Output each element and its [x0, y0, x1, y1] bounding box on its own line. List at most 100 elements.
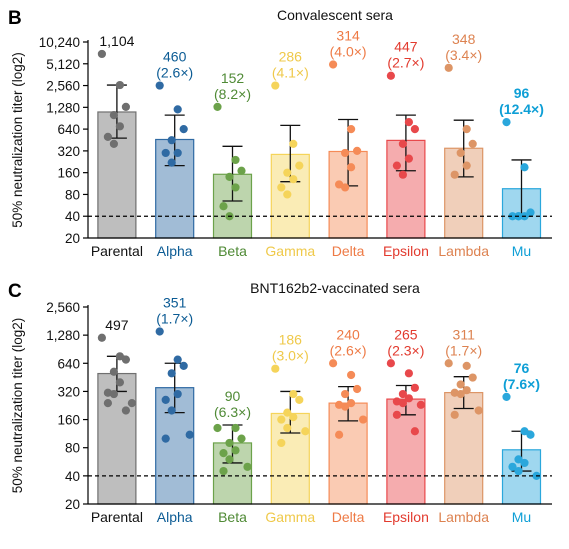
data-point	[115, 352, 124, 361]
data-point	[277, 438, 286, 448]
data-point	[109, 110, 118, 120]
data-point	[341, 148, 350, 158]
data-point	[398, 139, 407, 148]
value-label: 240	[336, 326, 360, 342]
data-point	[474, 406, 483, 415]
bar-lambda	[444, 391, 484, 505]
data-point	[502, 392, 511, 401]
x-tick-label: Gamma	[265, 243, 315, 259]
data-point	[410, 125, 419, 134]
y-tick-label: 2,560	[46, 79, 80, 94]
y-tick-label: 2,560	[46, 300, 80, 315]
y-tick-label: 10,240	[39, 35, 80, 50]
fold-change-label: (4.0×)	[330, 44, 367, 60]
data-point	[121, 102, 130, 111]
data-point	[97, 49, 106, 59]
fold-change-label: (3.0×)	[272, 348, 309, 364]
data-point	[219, 466, 228, 476]
data-point	[502, 118, 511, 127]
data-point	[155, 327, 164, 336]
data-point	[289, 139, 298, 148]
data-point	[103, 132, 112, 141]
data-point	[386, 359, 395, 368]
data-point	[404, 154, 413, 163]
data-point	[450, 170, 459, 179]
data-point	[219, 202, 228, 211]
data-point	[508, 212, 517, 221]
y-tick-label: 80	[65, 187, 80, 202]
value-label: 76	[514, 360, 530, 376]
y-tick-label: 320	[57, 384, 80, 399]
data-point	[508, 462, 517, 471]
data-point	[121, 406, 130, 415]
data-point	[283, 423, 292, 433]
data-point	[231, 155, 240, 165]
data-point	[161, 395, 170, 404]
data-point	[329, 60, 338, 69]
data-point	[520, 458, 529, 468]
data-point	[179, 361, 188, 371]
value-label: 1,104	[99, 33, 134, 49]
y-tick-label: 40	[65, 469, 80, 484]
fold-change-label: (1.7×)	[445, 342, 482, 358]
data-point	[185, 430, 194, 439]
chart-title: Convalescent sera	[277, 7, 393, 23]
value-label: 265	[394, 326, 418, 342]
x-tick-label: Parental	[91, 243, 143, 259]
data-point	[115, 378, 124, 387]
data-point	[127, 399, 136, 408]
data-point	[271, 364, 280, 373]
data-point	[404, 394, 413, 403]
data-point	[109, 367, 118, 376]
y-tick-label: 1,280	[46, 100, 80, 115]
data-point	[347, 399, 356, 408]
data-point	[289, 413, 298, 422]
x-tick-label: Lambda	[438, 509, 489, 525]
data-point	[167, 406, 176, 415]
data-point	[456, 148, 465, 158]
data-point	[526, 208, 535, 217]
data-point	[277, 415, 286, 424]
data-point	[520, 163, 529, 172]
x-tick-label: Alpha	[157, 509, 193, 525]
value-label: 314	[336, 28, 360, 44]
y-tick-label: 160	[57, 166, 80, 181]
data-point	[353, 146, 362, 155]
x-tick-label: Gamma	[265, 509, 315, 525]
data-point	[404, 369, 413, 378]
chart-title: BNT162b2-vaccinated sera	[250, 280, 420, 296]
data-point	[109, 139, 118, 148]
fold-change-label: (3.4×)	[445, 47, 482, 63]
x-tick-label: Alpha	[157, 243, 193, 259]
x-tick-label: Mu	[512, 509, 531, 525]
data-point	[347, 125, 356, 134]
data-point	[231, 446, 240, 455]
value-label: 348	[452, 31, 476, 47]
data-point	[115, 80, 124, 90]
fold-change-label: (4.1×)	[272, 65, 309, 81]
data-point	[161, 434, 170, 443]
y-tick-label: 640	[57, 122, 80, 137]
fold-change-label: (12.4×)	[499, 101, 544, 117]
value-label: 497	[105, 317, 129, 333]
value-label: 351	[163, 295, 187, 311]
data-point	[225, 455, 234, 464]
y-tick-label: 640	[57, 356, 80, 371]
data-point	[410, 427, 419, 436]
data-point	[386, 71, 395, 80]
data-point	[283, 190, 292, 199]
data-point	[289, 389, 298, 399]
data-point	[359, 415, 368, 424]
data-point	[462, 161, 471, 170]
data-point	[398, 399, 407, 408]
data-point	[456, 380, 465, 389]
x-tick-label: Delta	[332, 509, 365, 525]
data-point	[514, 466, 523, 476]
data-point	[115, 122, 124, 131]
data-point	[347, 370, 356, 380]
value-label: 152	[221, 70, 245, 86]
data-point	[468, 373, 477, 382]
data-point	[231, 183, 240, 192]
x-tick-label: Parental	[91, 509, 143, 525]
